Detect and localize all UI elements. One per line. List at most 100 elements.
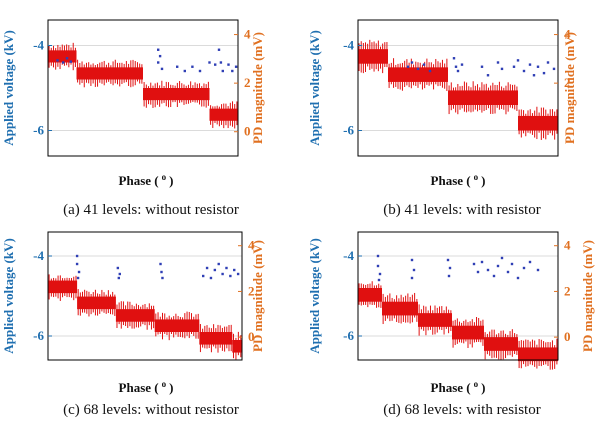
voltage-point	[219, 61, 223, 64]
right-tick-label: 4	[564, 27, 571, 42]
pd-series	[48, 42, 238, 129]
voltage-point	[542, 71, 546, 75]
plot-frame	[47, 231, 243, 361]
chart-panel: -4 -6 0 2 4 Applied voltage (kV) PD magnitude …	[1, 231, 265, 418]
x-axis-label-text: Phase (	[431, 173, 471, 188]
pd-series	[358, 39, 558, 140]
voltage-point	[376, 264, 380, 268]
x-axis-label-close: )	[481, 173, 485, 188]
voltage-point	[480, 65, 484, 68]
voltage-point	[377, 278, 381, 282]
right-tick-label: 2	[248, 283, 255, 298]
y-axis-label-left: Applied voltage (kV)	[1, 30, 16, 146]
voltage-point	[536, 268, 540, 272]
voltage-point	[422, 63, 426, 66]
x-axis-label: Phase (o)	[119, 379, 174, 395]
left-tick-label: -4	[343, 38, 354, 53]
right-tick-label: 4	[244, 27, 251, 42]
pd-step	[232, 340, 242, 353]
x-axis-label-text: Phase (	[431, 380, 471, 395]
voltage-point	[205, 266, 209, 270]
voltage-point	[476, 270, 480, 274]
voltage-point	[116, 266, 120, 270]
voltage-point	[454, 65, 458, 68]
voltage-point	[158, 54, 162, 58]
voltage-point	[528, 63, 532, 66]
voltage-point	[75, 262, 79, 266]
voltage-point	[77, 270, 81, 274]
plot-frame	[47, 19, 239, 157]
voltage-point	[160, 270, 163, 274]
left-tick-label: -4	[33, 38, 44, 53]
voltage-point	[236, 272, 240, 276]
voltage-point	[233, 268, 236, 272]
left-tick-label: -4	[343, 248, 354, 263]
voltage-point	[176, 65, 179, 68]
voltage-point	[500, 67, 504, 71]
voltage-point	[198, 69, 202, 73]
voltage-point	[546, 61, 550, 64]
voltage-point	[75, 254, 79, 258]
voltage-point	[410, 276, 414, 280]
x-axis-label-degree: o	[474, 172, 479, 182]
voltage-point	[516, 276, 520, 280]
x-axis-label-close: )	[169, 173, 173, 188]
voltage-point	[217, 48, 221, 51]
x-axis-label: Phase (o)	[431, 172, 486, 188]
voltage-point	[161, 276, 164, 280]
voltage-point	[512, 65, 516, 68]
y-axis-label-right: PD magnitude (mV)	[250, 240, 265, 352]
x-axis-label: Phase (o)	[431, 379, 486, 395]
voltage-point	[496, 264, 500, 268]
voltage-point	[452, 57, 456, 60]
voltage-point	[117, 276, 121, 280]
voltage-point	[227, 63, 230, 66]
voltage-point	[159, 262, 162, 266]
voltage-point	[492, 274, 496, 278]
chart-panel: -4 -6 2 4 Applied voltage (kV) PD magnitude (…	[307, 19, 577, 218]
voltage-point	[428, 69, 432, 73]
voltage-point	[472, 262, 476, 266]
voltage-point	[191, 65, 194, 68]
voltage-point	[522, 266, 526, 270]
voltage-point	[217, 262, 220, 266]
x-axis-label-degree: o	[162, 379, 167, 389]
right-tick-label: 2	[564, 283, 571, 298]
voltage-point	[447, 274, 451, 278]
voltage-point	[460, 63, 464, 66]
voltage-point	[62, 61, 65, 64]
voltage-series	[376, 254, 540, 282]
plot-frame	[357, 19, 559, 157]
voltage-point	[446, 258, 450, 262]
right-tick-label: 0	[244, 124, 251, 139]
voltage-point	[118, 272, 121, 276]
panel-caption: (b) 41 levels: with resistor	[383, 202, 540, 218]
voltage-point	[410, 61, 414, 64]
voltage-point	[221, 69, 224, 73]
voltage-point	[536, 65, 540, 68]
voltage-point	[69, 60, 72, 63]
voltage-point	[486, 268, 490, 272]
voltage-point	[456, 69, 460, 73]
voltage-point	[412, 268, 416, 272]
pd-series	[48, 274, 242, 360]
voltage-point	[416, 67, 420, 71]
panel-caption: (c) 68 levels: without resistor	[63, 402, 239, 418]
left-tick-label: -6	[33, 123, 44, 138]
pd-step	[382, 301, 418, 316]
voltage-point	[500, 256, 504, 260]
voltage-point	[221, 272, 224, 276]
left-tick-label: -6	[343, 328, 354, 343]
voltage-point	[56, 59, 59, 62]
plot-frame	[357, 231, 559, 361]
right-tick-label: 0	[564, 329, 571, 344]
voltage-point	[157, 48, 160, 51]
voltage-point	[376, 254, 380, 258]
y-axis-label-right: PD magnitude (mV)	[580, 240, 595, 352]
voltage-point	[552, 67, 556, 71]
left-tick-label: -4	[33, 248, 44, 263]
right-tick-label: 4	[564, 238, 571, 253]
x-axis-label-close: )	[481, 380, 485, 395]
voltage-point	[65, 57, 69, 60]
